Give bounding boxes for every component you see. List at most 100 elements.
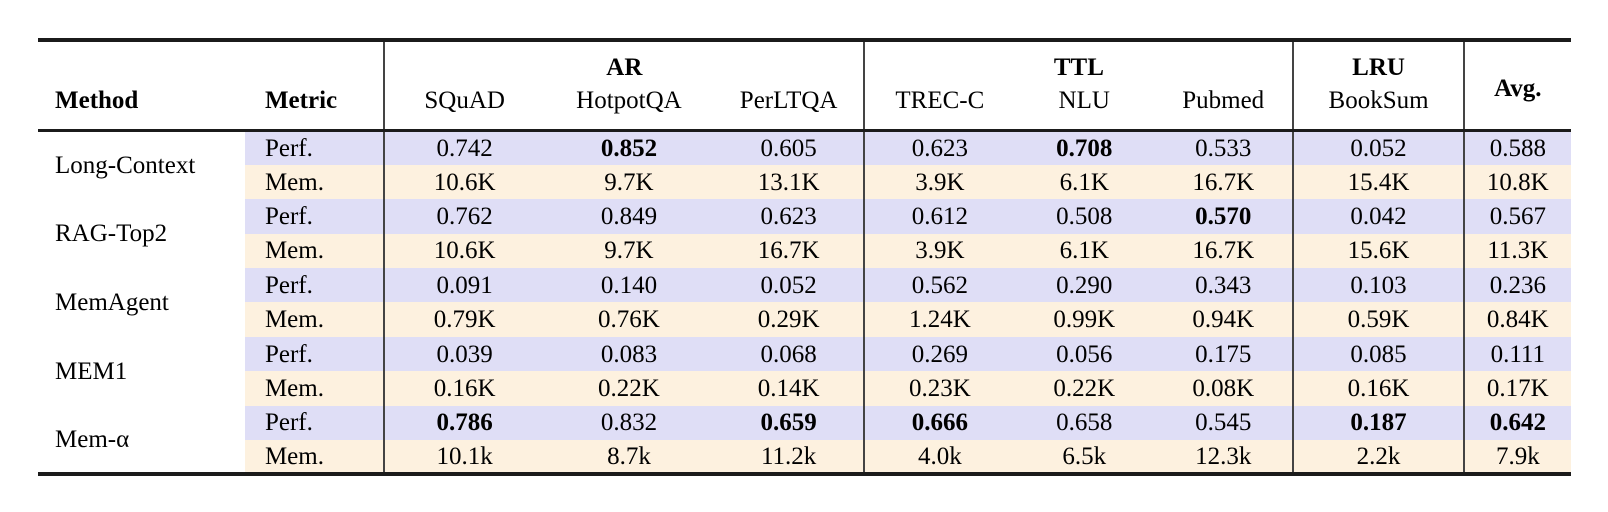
header-group-ttl: TTL xyxy=(864,40,1295,84)
value-cell: 0.659 xyxy=(714,405,866,441)
results-table: Method Metric AR TTL LRU Avg. SQuAD Hotp… xyxy=(38,38,1571,477)
value-cell: 0.29K xyxy=(714,302,866,337)
value-cell: 0.666 xyxy=(864,405,1015,441)
value-cell: 0.16K xyxy=(1293,371,1465,406)
table-row: Mem. 0.79K 0.76K 0.29K 1.24K 0.99K 0.94K 0.59K 0… xyxy=(38,302,1571,337)
value-cell: 0.76K xyxy=(543,302,715,337)
value-cell: 0.545 xyxy=(1153,405,1295,441)
metric-label: Perf. xyxy=(244,336,386,372)
value-cell: 0.091 xyxy=(384,268,544,303)
header-method: Method xyxy=(38,40,245,132)
value-cell: 0.94K xyxy=(1153,302,1295,337)
table-body: Long-Context Perf. 0.742 0.852 0.605 0.623 0.7… xyxy=(38,130,1571,475)
header-col-nlu: NLU xyxy=(1014,84,1154,132)
table-row: Mem. 10.6K 9.7K 16.7K 3.9K 6.1K 16.7K 15.6K 11.3… xyxy=(38,233,1571,269)
value-cell: 6.1K xyxy=(1014,164,1154,200)
value-cell: 0.08K xyxy=(1153,371,1295,406)
value-cell: 0.623 xyxy=(864,130,1015,165)
value-cell: 9.7K xyxy=(543,233,715,269)
value-cell: 13.1K xyxy=(714,164,866,200)
value-cell: 0.22K xyxy=(1014,371,1154,406)
value-cell: 7.9k xyxy=(1463,440,1571,475)
value-cell: 6.5k xyxy=(1014,440,1154,475)
value-cell: 0.052 xyxy=(714,268,866,303)
value-cell: 0.083 xyxy=(543,336,715,372)
value-cell: 0.79K xyxy=(384,302,544,337)
metric-label: Mem. xyxy=(244,302,386,337)
value-cell: 12.3k xyxy=(1153,440,1295,475)
value-cell: 9.7K xyxy=(543,164,715,200)
value-cell: 0.269 xyxy=(864,336,1015,372)
value-cell: 15.6K xyxy=(1293,233,1465,269)
header-col-pubmed: Pubmed xyxy=(1153,84,1295,132)
value-cell: 0.852 xyxy=(543,130,715,165)
value-cell: 0.056 xyxy=(1014,336,1154,372)
value-cell: 0.562 xyxy=(864,268,1015,303)
value-cell: 0.570 xyxy=(1153,199,1295,234)
table-row: MEM1 Perf. 0.039 0.083 0.068 0.269 0.056 0.175 0… xyxy=(38,336,1571,406)
header-col-perltqa: PerLTQA xyxy=(714,84,866,132)
value-cell: 4.0k xyxy=(864,440,1015,475)
metric-label: Mem. xyxy=(244,164,386,200)
metric-label: Mem. xyxy=(244,371,386,406)
table-row: Mem. 0.16K 0.22K 0.14K 0.23K 0.22K 0.08K 0.16K 0… xyxy=(38,371,1571,406)
value-cell: 15.4K xyxy=(1293,164,1465,200)
value-cell: 10.6K xyxy=(384,233,544,269)
results-table-container: Method Metric AR TTL LRU Avg. SQuAD Hotp… xyxy=(38,38,1571,477)
table-header: Method Metric AR TTL LRU Avg. SQuAD Hotp… xyxy=(38,40,1571,132)
value-cell: 0.290 xyxy=(1014,268,1154,303)
table-row: MemAgent Perf. 0.091 0.140 0.052 0.562 0.290 0.… xyxy=(38,268,1571,337)
value-cell: 0.762 xyxy=(384,199,544,234)
value-cell: 0.832 xyxy=(543,405,715,441)
value-cell: 0.103 xyxy=(1293,268,1465,303)
value-cell: 0.533 xyxy=(1153,130,1295,165)
value-cell: 0.039 xyxy=(384,336,544,372)
header-col-trec-c: TREC-C xyxy=(864,84,1015,132)
metric-label: Perf. xyxy=(244,268,386,303)
header-col-squad: SQuAD xyxy=(384,84,544,132)
value-cell: 11.2k xyxy=(714,440,866,475)
value-cell: 8.7k xyxy=(543,440,715,475)
method-name: MemAgent xyxy=(38,268,245,337)
value-cell: 0.623 xyxy=(714,199,866,234)
table-row: RAG-Top2 Perf. 0.762 0.849 0.623 0.612 0.508 0.… xyxy=(38,199,1571,269)
table-row: Mem. 10.1k 8.7k 11.2k 4.0k 6.5k 12.3k 2.2k 7.9k xyxy=(38,440,1571,475)
header-group-ar: AR xyxy=(384,40,866,84)
value-cell: 0.742 xyxy=(384,130,544,165)
value-cell: 0.588 xyxy=(1463,130,1571,165)
value-cell: 0.708 xyxy=(1014,130,1154,165)
method-name: MEM1 xyxy=(38,336,245,406)
value-cell: 0.17K xyxy=(1463,371,1571,406)
header-metric: Metric xyxy=(244,40,386,132)
metric-label: Mem. xyxy=(244,233,386,269)
value-cell: 6.1K xyxy=(1014,233,1154,269)
table-row: Mem-α Perf. 0.786 0.832 0.659 0.666 0.658 0.545… xyxy=(38,405,1571,475)
method-name: Mem-α xyxy=(38,405,245,475)
value-cell: 0.052 xyxy=(1293,130,1465,165)
value-cell: 10.1k xyxy=(384,440,544,475)
value-cell: 16.7K xyxy=(1153,233,1295,269)
header-group-lru: LRU xyxy=(1293,40,1465,84)
value-cell: 0.605 xyxy=(714,130,866,165)
value-cell: 0.236 xyxy=(1463,268,1571,303)
value-cell: 0.84K xyxy=(1463,302,1571,337)
metric-label: Perf. xyxy=(244,199,386,234)
header-dataset-row: SQuAD HotpotQA PerLTQA TREC-C NLU Pubmed… xyxy=(38,84,1571,132)
value-cell: 2.2k xyxy=(1293,440,1465,475)
value-cell: 0.23K xyxy=(864,371,1015,406)
header-col-hotpotqa: HotpotQA xyxy=(543,84,715,132)
value-cell: 1.24K xyxy=(864,302,1015,337)
value-cell: 3.9K xyxy=(864,164,1015,200)
value-cell: 0.111 xyxy=(1463,336,1571,372)
value-cell: 0.068 xyxy=(714,336,866,372)
header-group-row: Method Metric AR TTL LRU Avg. xyxy=(38,40,1571,132)
value-cell: 0.567 xyxy=(1463,199,1571,234)
header-col-booksum: BookSum xyxy=(1293,84,1465,132)
value-cell: 16.7K xyxy=(1153,164,1295,200)
value-cell: 3.9K xyxy=(864,233,1015,269)
value-cell: 0.14K xyxy=(714,371,866,406)
value-cell: 10.8K xyxy=(1463,164,1571,200)
value-cell: 0.140 xyxy=(543,268,715,303)
header-avg: Avg. xyxy=(1463,40,1571,132)
table-row: Long-Context Perf. 0.742 0.852 0.605 0.623 0.7… xyxy=(38,130,1571,200)
